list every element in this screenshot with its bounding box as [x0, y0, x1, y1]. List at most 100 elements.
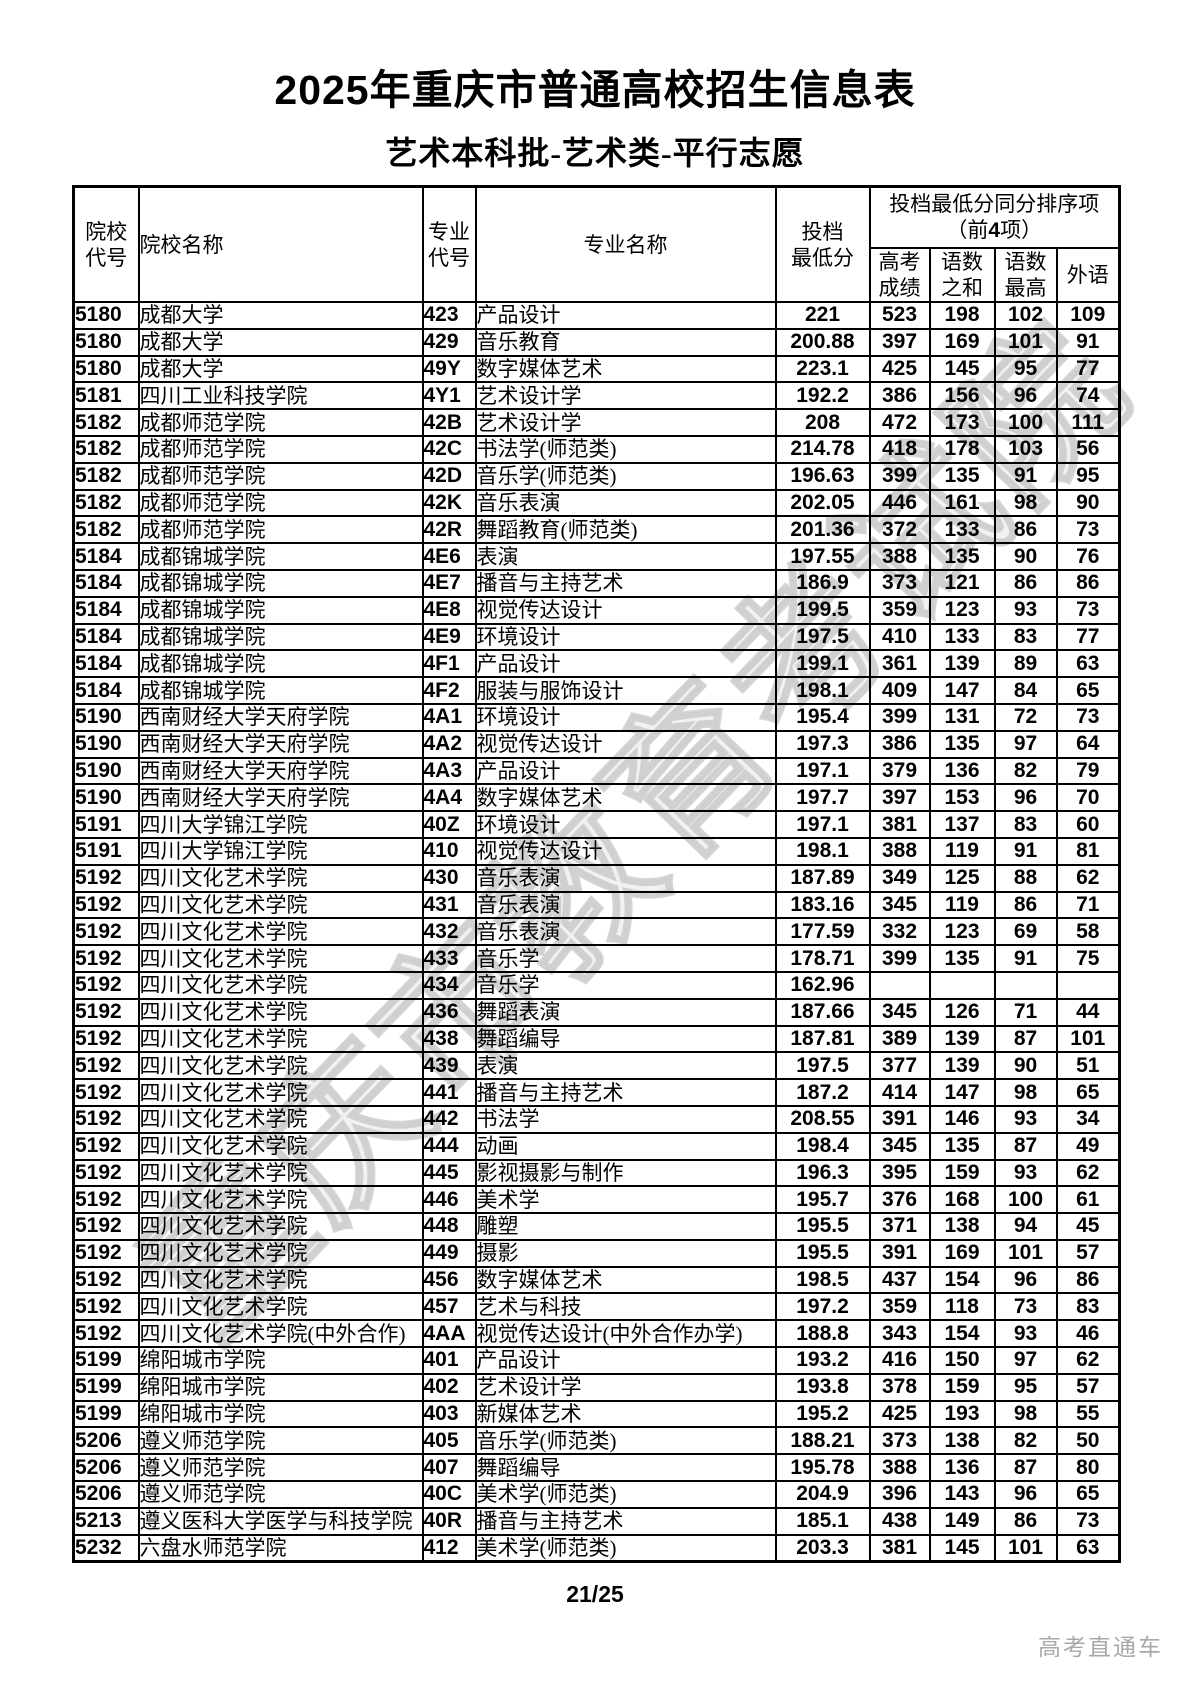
cell-chinese-math-sum: 154	[928, 1319, 996, 1349]
cell-gaokao-score: 395	[868, 1158, 931, 1188]
table-row: 5206 遵义师范学院 40C 美术学(师范类) 204.9 396 143 96 65	[72, 1480, 1121, 1509]
cell-major-code: 410	[421, 836, 477, 866]
cell-chinese-math-max: 72	[993, 702, 1058, 732]
cell-chinese-math-sum: 149	[928, 1506, 996, 1536]
cell-chinese-math-max: 91	[993, 944, 1058, 973]
table-row: 5180 成都大学 429 音乐教育 200.88 397 169 101 91	[72, 327, 1121, 357]
cell-gaokao-score: 373	[868, 568, 931, 598]
cell-major-code: 4AA	[421, 1319, 477, 1349]
cell-chinese-math-max: 93	[993, 1104, 1058, 1134]
tiebreak-group-sub: （前4项）	[946, 218, 1043, 242]
cell-min-score: 197.5	[774, 1051, 871, 1081]
cell-gaokao-score: 437	[868, 1265, 931, 1295]
cell-foreign-language: 77	[1055, 354, 1121, 384]
cell-college-name: 四川文化艺术学院	[137, 1292, 424, 1322]
cell-chinese-math-sum	[928, 970, 996, 1000]
cell-college-name: 四川文化艺术学院	[137, 890, 424, 920]
cell-chinese-math-max: 98	[993, 1399, 1058, 1429]
cell-college-code: 5192	[72, 1104, 140, 1134]
cell-foreign-language: 73	[1055, 515, 1121, 545]
cell-major-name: 表演	[474, 1051, 777, 1081]
cell-foreign-language: 80	[1055, 1453, 1121, 1483]
cell-major-name: 美术学(师范类)	[474, 1480, 777, 1509]
table-row: 5192 四川文化艺术学院 438 舞蹈编导 187.81 389 139 87 101	[72, 1024, 1121, 1054]
cell-chinese-math-sum: 139	[928, 1024, 996, 1054]
cell-major-name: 舞蹈教育(师范类)	[474, 515, 777, 545]
table-row: 5192 四川文化艺术学院 441 播音与主持艺术 187.2 414 147 98 65	[72, 1078, 1121, 1107]
cell-college-code: 5206	[72, 1480, 140, 1509]
cell-college-name: 西南财经大学天府学院	[137, 702, 424, 732]
cell-major-name: 舞蹈编导	[474, 1024, 777, 1054]
cell-major-code: 433	[421, 944, 477, 973]
cell-foreign-language: 81	[1055, 836, 1121, 866]
table-row: 5192 四川文化艺术学院 456 数字媒体艺术 198.5 437 154 96 86	[72, 1265, 1121, 1295]
cell-college-code: 5192	[72, 890, 140, 920]
cell-major-name: 舞蹈编导	[474, 1453, 777, 1483]
cell-chinese-math-sum: 119	[928, 836, 996, 866]
cell-college-name: 四川文化艺术学院	[137, 1185, 424, 1215]
table-row: 5192 四川文化艺术学院(中外合作) 4AA 视觉传达设计(中外合作办学) 188.8…	[72, 1319, 1121, 1349]
header-tiebreak-group: 投档最低分同分排序项 （前4项）	[868, 185, 1121, 249]
cell-gaokao-score: 397	[868, 783, 931, 813]
header-college-code: 院校 代号	[72, 185, 140, 303]
cell-min-score: 188.21	[774, 1426, 871, 1456]
cell-chinese-math-sum: 193	[928, 1399, 996, 1429]
cell-min-score: 198.1	[774, 676, 871, 705]
table-row: 5192 四川文化艺术学院 434 音乐学 162.96	[72, 970, 1121, 1000]
cell-major-code: 434	[421, 970, 477, 1000]
cell-chinese-math-sum: 135	[928, 461, 996, 491]
cell-college-code: 5180	[72, 354, 140, 384]
cell-major-code: 439	[421, 1051, 477, 1081]
cell-college-name: 四川大学锦江学院	[137, 836, 424, 866]
cell-chinese-math-sum: 143	[928, 1480, 996, 1509]
cell-chinese-math-sum: 133	[928, 622, 996, 652]
cell-gaokao-score: 388	[868, 542, 931, 571]
cell-major-name: 产品设计	[474, 756, 777, 786]
cell-major-name: 视觉传达设计	[474, 595, 777, 625]
cell-gaokao-score: 416	[868, 1346, 931, 1375]
cell-min-score: 195.4	[774, 702, 871, 732]
cell-major-name: 艺术设计学	[474, 381, 777, 411]
cell-foreign-language: 65	[1055, 1078, 1121, 1107]
cell-foreign-language: 95	[1055, 461, 1121, 491]
cell-chinese-math-max: 96	[993, 381, 1058, 411]
cell-major-code: 403	[421, 1399, 477, 1429]
table-row: 5192 四川文化艺术学院 446 美术学 195.7 376 168 100 61	[72, 1185, 1121, 1215]
cell-major-code: 4F1	[421, 649, 477, 679]
brand-watermark: 高考直通车	[1038, 1635, 1163, 1660]
cell-min-score: 214.78	[774, 434, 871, 464]
cell-foreign-language: 73	[1055, 702, 1121, 732]
cell-foreign-language: 58	[1055, 917, 1121, 947]
cell-gaokao-score: 391	[868, 1238, 931, 1268]
cell-min-score: 221	[774, 301, 871, 330]
cell-major-name: 音乐教育	[474, 327, 777, 357]
cell-gaokao-score: 399	[868, 702, 931, 732]
cell-major-code: 456	[421, 1265, 477, 1295]
cell-major-name: 雕塑	[474, 1212, 777, 1241]
cell-chinese-math-max: 82	[993, 1426, 1058, 1456]
cell-chinese-math-max: 87	[993, 1024, 1058, 1054]
cell-foreign-language	[1055, 970, 1121, 1000]
cell-min-score: 208.55	[774, 1104, 871, 1134]
cell-min-score: 187.2	[774, 1078, 871, 1107]
table-row: 5199 绵阳城市学院 402 艺术设计学 193.8 378 159 95 57	[72, 1372, 1121, 1402]
cell-college-name: 四川文化艺术学院	[137, 1078, 424, 1107]
table-row: 5191 四川大学锦江学院 40Z 环境设计 197.1 381 137 83 60	[72, 810, 1121, 839]
tiebreak-group-title: 投档最低分同分排序项	[889, 192, 1100, 216]
table-row: 5232 六盘水师范学院 412 美术学(师范类) 203.3 381 145 101 63	[72, 1533, 1121, 1563]
cell-foreign-language: 86	[1055, 568, 1121, 598]
cell-major-name: 产品设计	[474, 649, 777, 679]
cell-chinese-math-sum: 198	[928, 301, 996, 330]
cell-major-code: 401	[421, 1346, 477, 1375]
cell-college-name: 西南财经大学天府学院	[137, 756, 424, 786]
cell-college-code: 5192	[72, 1024, 140, 1054]
table-row: 5184 成都锦城学院 4F2 服装与服饰设计 198.1 409 147 84 65	[72, 676, 1121, 705]
cell-major-name: 视觉传达设计(中外合作办学)	[474, 1319, 777, 1349]
cell-foreign-language: 76	[1055, 542, 1121, 571]
cell-chinese-math-sum: 135	[928, 1131, 996, 1161]
cell-chinese-math-sum: 135	[928, 542, 996, 571]
cell-chinese-math-sum: 121	[928, 568, 996, 598]
cell-chinese-math-max: 71	[993, 997, 1058, 1027]
cell-gaokao-score: 361	[868, 649, 931, 679]
cell-college-name: 四川文化艺术学院(中外合作)	[137, 1319, 424, 1349]
